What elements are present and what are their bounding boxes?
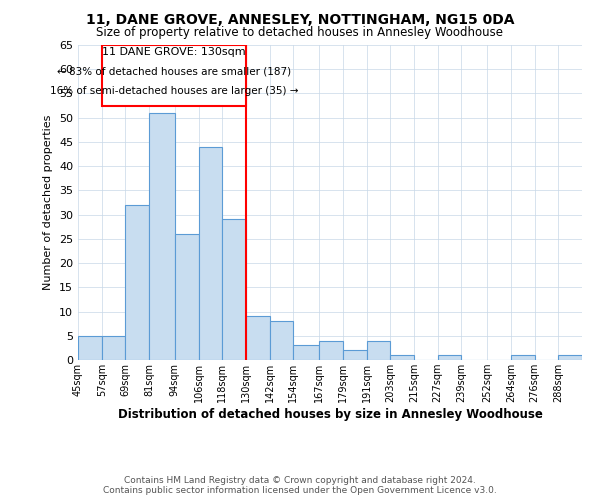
Bar — [102, 336, 125, 360]
Text: Size of property relative to detached houses in Annesley Woodhouse: Size of property relative to detached ho… — [97, 26, 503, 39]
Bar — [367, 340, 390, 360]
Bar — [78, 336, 102, 360]
Bar — [222, 220, 246, 360]
Y-axis label: Number of detached properties: Number of detached properties — [43, 115, 53, 290]
Text: ← 83% of detached houses are smaller (187): ← 83% of detached houses are smaller (18… — [57, 66, 291, 76]
Bar — [293, 346, 319, 360]
Bar — [175, 234, 199, 360]
X-axis label: Distribution of detached houses by size in Annesley Woodhouse: Distribution of detached houses by size … — [118, 408, 542, 421]
Text: 11, DANE GROVE, ANNESLEY, NOTTINGHAM, NG15 0DA: 11, DANE GROVE, ANNESLEY, NOTTINGHAM, NG… — [86, 12, 514, 26]
Text: Contains HM Land Registry data © Crown copyright and database right 2024.: Contains HM Land Registry data © Crown c… — [124, 476, 476, 485]
Bar — [558, 355, 582, 360]
Bar — [438, 355, 461, 360]
Bar — [149, 113, 175, 360]
Bar — [125, 205, 149, 360]
Bar — [319, 340, 343, 360]
Bar — [511, 355, 535, 360]
Bar — [343, 350, 367, 360]
Bar — [246, 316, 270, 360]
Bar — [199, 147, 222, 360]
Text: 16% of semi-detached houses are larger (35) →: 16% of semi-detached houses are larger (… — [50, 86, 298, 96]
Text: 11 DANE GROVE: 130sqm: 11 DANE GROVE: 130sqm — [102, 48, 245, 58]
FancyBboxPatch shape — [102, 45, 246, 106]
Text: Contains public sector information licensed under the Open Government Licence v3: Contains public sector information licen… — [103, 486, 497, 495]
Bar — [390, 355, 414, 360]
Bar — [270, 321, 293, 360]
